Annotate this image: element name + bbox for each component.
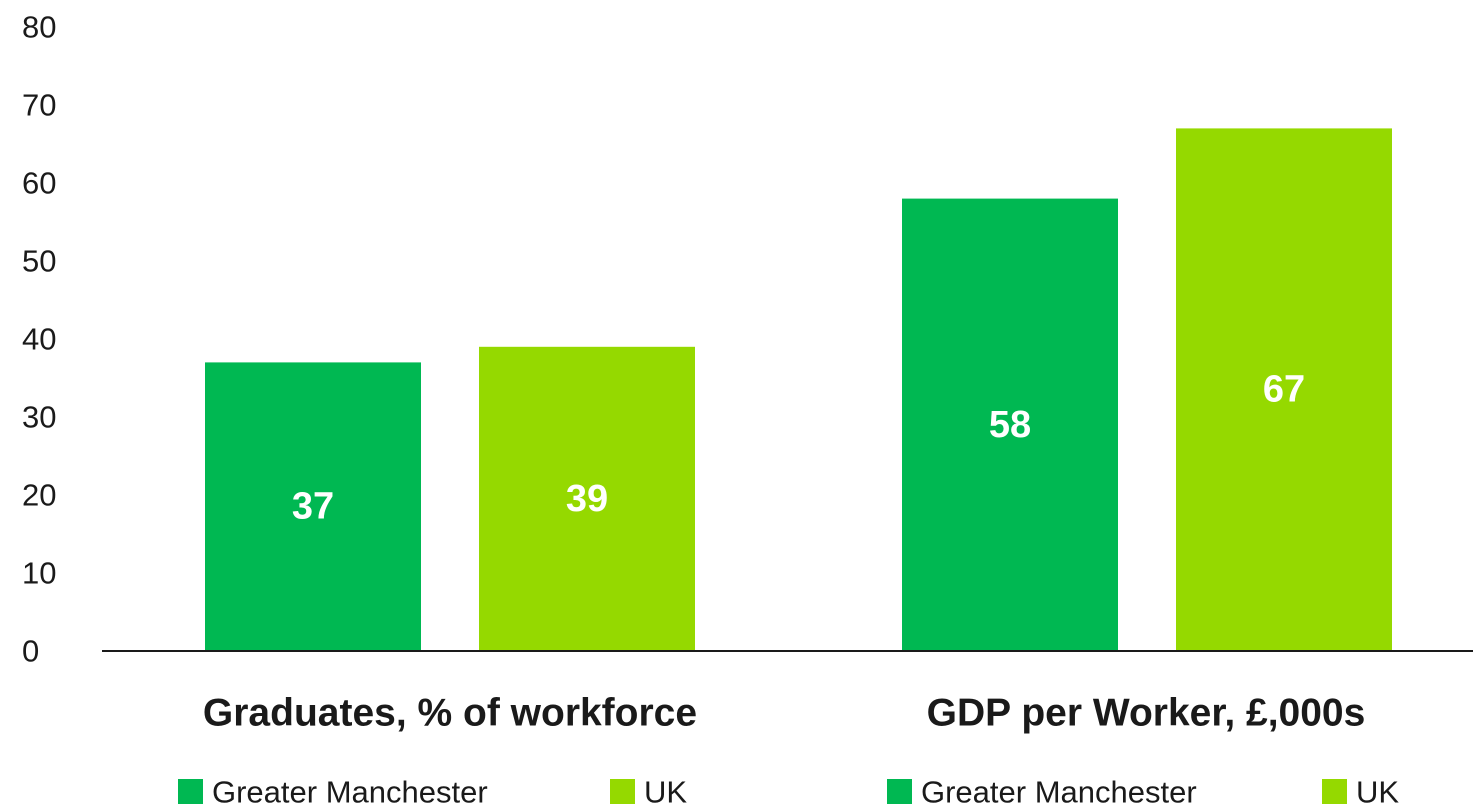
y-axis: 0 10 20 30 40 50 60 70 80 <box>22 10 56 669</box>
legend-label: UK <box>1356 775 1399 809</box>
legend-swatch <box>887 779 912 804</box>
legend-swatch <box>610 779 635 804</box>
legend-swatch <box>178 779 203 804</box>
data-labels: 37 39 58 67 <box>292 369 1305 528</box>
y-tick-label: 80 <box>22 10 56 45</box>
category-label: Graduates, % of workforce <box>203 692 697 735</box>
legend-label: Greater Manchester <box>212 775 488 809</box>
y-tick-label: 40 <box>22 322 56 357</box>
legend-swatch <box>1322 779 1347 804</box>
category-label: GDP per Worker, £,000s <box>927 692 1366 735</box>
legend: Greater Manchester UK <box>887 775 1399 809</box>
legend-label: Greater Manchester <box>921 775 1197 809</box>
bars <box>205 128 1392 651</box>
y-tick-label: 20 <box>22 478 56 513</box>
bar <box>1176 128 1392 651</box>
data-label: 39 <box>566 478 608 520</box>
bar <box>479 346 695 651</box>
data-label: 58 <box>989 404 1031 446</box>
y-tick-label: 10 <box>22 556 56 591</box>
y-tick-label: 30 <box>22 400 56 435</box>
bar <box>902 198 1118 651</box>
category-labels: Graduates, % of workforce GDP per Worker,… <box>203 692 1365 735</box>
bar <box>205 362 421 651</box>
data-label: 67 <box>1263 369 1305 411</box>
data-label: 37 <box>292 486 334 528</box>
legend: Greater Manchester UK <box>178 775 687 809</box>
legend-label: UK <box>644 775 687 809</box>
legends: Greater Manchester UK Greater Manchester UK <box>178 775 1399 809</box>
y-tick-label: 50 <box>22 244 56 279</box>
y-tick-label: 0 <box>22 634 39 669</box>
y-tick-label: 60 <box>22 166 56 201</box>
y-tick-label: 70 <box>22 88 56 123</box>
